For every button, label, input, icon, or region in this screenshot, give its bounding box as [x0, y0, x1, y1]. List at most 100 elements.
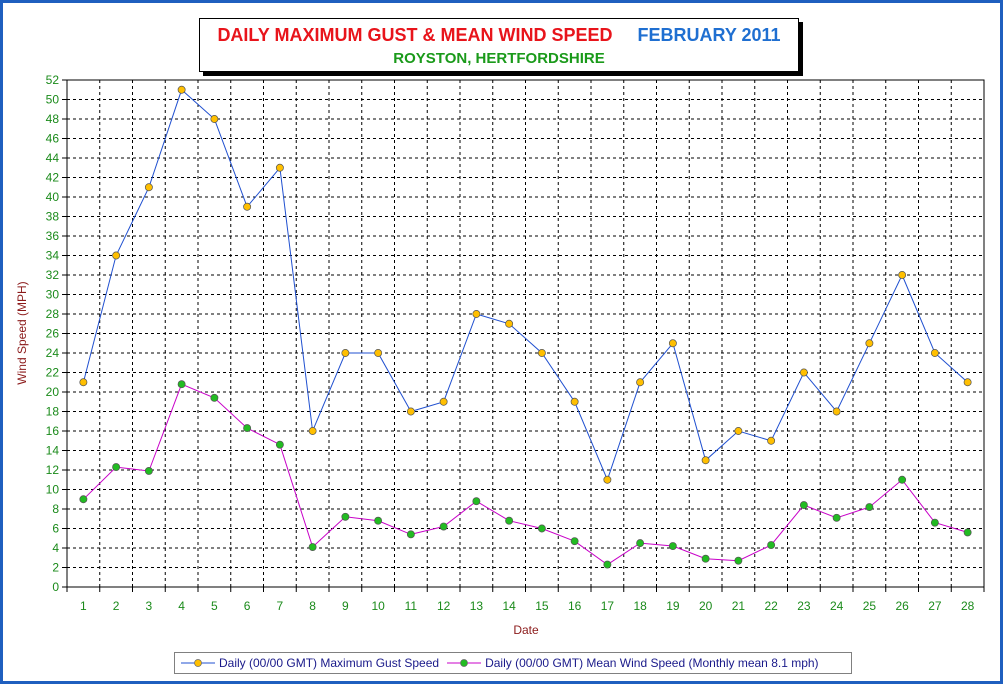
x-tick-label: 26	[895, 599, 909, 613]
x-tick-label: 17	[601, 599, 615, 613]
legend: Daily (00/00 GMT) Maximum Gust Speed Dai…	[174, 652, 852, 674]
data-point-mean	[505, 516, 514, 525]
x-tick-label: 25	[863, 599, 877, 613]
x-tick-label: 20	[699, 599, 713, 613]
chart-title-period: FEBRUARY 2011	[637, 25, 781, 45]
data-point-gust	[701, 456, 710, 465]
y-tick-label: 4	[52, 541, 59, 555]
data-point-gust	[668, 339, 677, 348]
x-tick-label: 14	[502, 599, 516, 613]
data-point-gust	[472, 310, 481, 318]
y-tick-label: 20	[46, 385, 60, 399]
y-tick-label: 2	[52, 561, 59, 575]
data-point-gust	[734, 427, 743, 435]
y-tick-label: 50	[46, 93, 60, 107]
data-point-mean	[865, 503, 874, 511]
legend-swatch-mean	[447, 659, 482, 667]
y-tick-label: 14	[46, 444, 60, 458]
x-tick-label: 5	[211, 599, 218, 613]
data-point-mean	[963, 528, 972, 537]
x-tick-label: 4	[178, 599, 185, 613]
data-point-mean	[472, 497, 481, 506]
data-point-mean	[668, 542, 677, 551]
x-tick-label: 8	[309, 599, 316, 613]
chart-title: DAILY MAXIMUM GUST & MEAN WIND SPEED FEB…	[200, 25, 798, 46]
data-point-mean	[374, 516, 383, 525]
series-line-mean	[83, 383, 968, 566]
data-point-mean	[177, 380, 186, 389]
y-tick-label: 8	[52, 502, 59, 516]
data-point-gust	[177, 85, 186, 94]
data-point-gust	[79, 378, 88, 387]
legend-item-mean: Daily (00/00 GMT) Mean Wind Speed (Month…	[447, 656, 819, 670]
x-tick-label: 6	[244, 599, 251, 613]
data-point-mean	[832, 513, 841, 522]
data-point-gust	[210, 115, 219, 123]
data-point-mean	[79, 495, 88, 504]
data-point-gust	[799, 368, 808, 377]
data-point-mean	[701, 554, 710, 563]
data-point-mean	[799, 501, 808, 510]
data-point-mean	[406, 530, 415, 539]
legend-swatch-gust	[181, 659, 215, 667]
y-tick-label: 44	[46, 151, 60, 165]
data-point-mean	[243, 424, 252, 433]
data-point-mean	[734, 556, 743, 565]
x-tick-label: 16	[568, 599, 582, 613]
data-point-mean	[570, 537, 579, 546]
chart-title-main: DAILY MAXIMUM GUST & MEAN WIND SPEED	[217, 25, 613, 45]
x-tick-label: 28	[961, 599, 975, 613]
x-tick-label: 15	[535, 599, 549, 613]
data-point-gust	[537, 349, 546, 357]
y-tick-label: 16	[46, 424, 60, 438]
data-point-gust	[275, 163, 284, 172]
y-tick-label: 30	[46, 288, 60, 302]
data-point-mean	[767, 541, 776, 550]
data-point-mean	[308, 543, 317, 551]
data-point-mean	[636, 539, 645, 548]
x-tick-label: 9	[342, 599, 349, 613]
data-point-gust	[439, 397, 448, 406]
y-tick-label: 26	[46, 327, 60, 341]
data-point-gust	[243, 202, 252, 211]
x-tick-label: 3	[146, 599, 153, 613]
x-tick-label: 21	[732, 599, 746, 613]
data-point-gust	[865, 339, 874, 348]
axes: 0246810121416182022242628303234363840424…	[46, 73, 985, 613]
x-tick-label: 7	[277, 599, 284, 613]
data-point-mean	[603, 560, 612, 569]
y-tick-label: 28	[46, 307, 60, 321]
x-tick-label: 23	[797, 599, 811, 613]
grid	[67, 80, 984, 587]
data-point-mean	[439, 522, 448, 531]
data-point-gust	[374, 349, 383, 357]
x-tick-label: 18	[633, 599, 647, 613]
legend-item-gust: Daily (00/00 GMT) Maximum Gust Speed	[181, 656, 439, 670]
data-point-gust	[570, 397, 579, 406]
x-tick-label: 13	[470, 599, 484, 613]
x-tick-label: 24	[830, 599, 844, 613]
y-tick-label: 42	[46, 171, 60, 185]
y-tick-label: 38	[46, 210, 60, 224]
series	[79, 85, 972, 569]
x-tick-label: 10	[371, 599, 385, 613]
data-point-gust	[406, 407, 415, 416]
x-axis-label: Date	[513, 623, 539, 637]
data-point-gust	[898, 271, 907, 279]
data-point-mean	[341, 512, 350, 521]
y-tick-label: 36	[46, 229, 60, 243]
y-tick-label: 34	[46, 249, 60, 263]
data-point-mean	[537, 524, 546, 533]
x-tick-label: 27	[928, 599, 942, 613]
data-point-mean	[898, 475, 907, 484]
data-point-gust	[930, 349, 939, 357]
data-point-gust	[341, 349, 350, 357]
x-tick-label: 19	[666, 599, 680, 613]
y-tick-label: 12	[46, 463, 60, 477]
y-axis-label: Wind Speed (MPH)	[15, 281, 29, 384]
x-tick-label: 12	[437, 599, 451, 613]
x-tick-label: 22	[764, 599, 778, 613]
series-line-gust	[82, 88, 968, 482]
x-tick-label: 2	[113, 599, 120, 613]
y-tick-label: 0	[52, 580, 59, 594]
